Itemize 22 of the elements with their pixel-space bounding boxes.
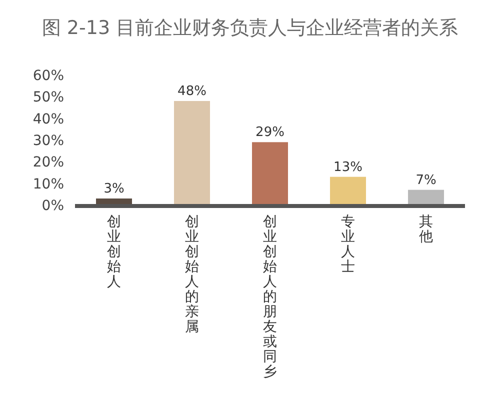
x-tick-label: 其他	[419, 214, 433, 245]
bar	[252, 142, 288, 205]
x-tick-label: 创业创始人的亲属	[185, 214, 199, 335]
data-label: 48%	[178, 84, 206, 99]
category-label: 创业创始人的朋友或同乡	[263, 214, 277, 380]
chart-title: 图 2-13 目前企业财务负责人与企业经营者的关系	[42, 17, 458, 39]
y-tick-label: 60%	[32, 68, 64, 84]
y-tick-label: 20%	[32, 154, 64, 171]
data-label: 7%	[416, 172, 436, 188]
x-tick-label: 专业人士	[341, 214, 355, 275]
y-tick-label: 10%	[32, 176, 64, 192]
x-tick-label: 创业创始人	[107, 214, 121, 290]
data-label: 13%	[334, 160, 362, 175]
y-tick-label: 0%	[42, 198, 64, 214]
bar	[330, 176, 366, 205]
data-label: 29%	[256, 125, 284, 140]
y-tick-label: 50%	[32, 90, 64, 106]
bar	[408, 190, 444, 205]
y-tick-label: 40%	[32, 111, 64, 128]
y-tick-label: 30%	[32, 133, 64, 149]
data-label: 3%	[104, 182, 124, 196]
bar	[174, 101, 210, 205]
